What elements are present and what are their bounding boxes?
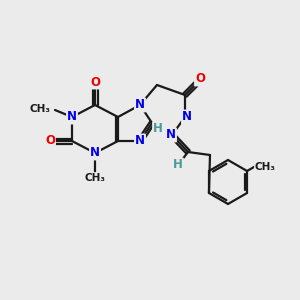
Text: N: N <box>135 134 145 148</box>
Text: CH₃: CH₃ <box>30 104 51 114</box>
Text: O: O <box>195 73 205 85</box>
Text: N: N <box>182 110 192 124</box>
Text: O: O <box>45 134 55 148</box>
Text: N: N <box>166 128 176 142</box>
Text: N: N <box>67 110 77 124</box>
Text: CH₃: CH₃ <box>255 162 276 172</box>
Text: H: H <box>173 158 183 172</box>
Text: CH₃: CH₃ <box>85 173 106 183</box>
Text: N: N <box>135 98 145 112</box>
Text: H: H <box>153 122 163 136</box>
Text: O: O <box>90 76 100 88</box>
Text: N: N <box>90 146 100 160</box>
